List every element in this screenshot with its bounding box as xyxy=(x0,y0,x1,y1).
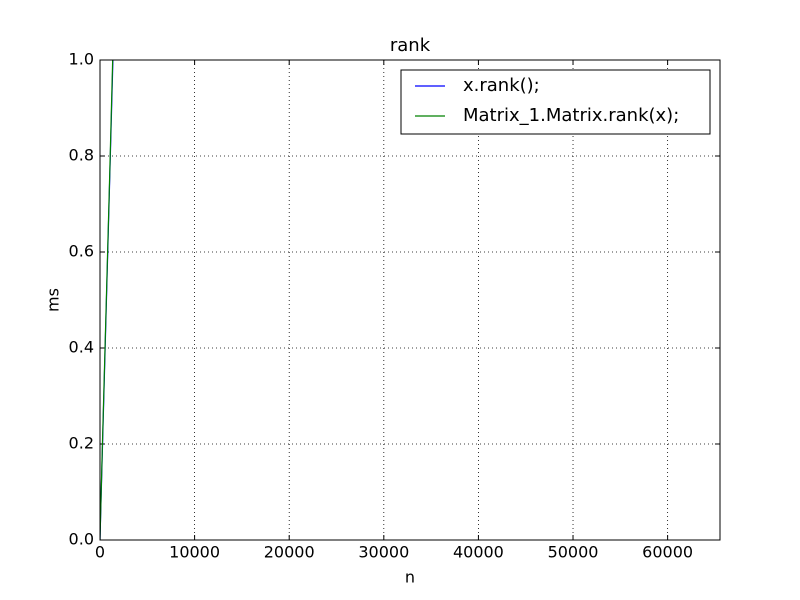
x-tick-label: 60000 xyxy=(642,543,693,562)
legend-label: Matrix_1.Matrix.rank(x); xyxy=(463,105,679,126)
legend-box xyxy=(400,69,711,135)
x-tick-label: 30000 xyxy=(358,543,409,562)
x-tick-label: 0 xyxy=(95,543,105,562)
y-tick-label: 0.0 xyxy=(69,530,94,549)
y-tick-label: 1.0 xyxy=(69,50,94,69)
y-tick-label: 0.4 xyxy=(69,338,94,357)
x-axis-label: n xyxy=(405,568,415,587)
x-tick-label: 40000 xyxy=(453,543,504,562)
plot-frame xyxy=(99,59,721,541)
y-axis-label: ms xyxy=(44,288,63,312)
x-tick-label: 20000 xyxy=(264,543,315,562)
y-tick-label: 0.6 xyxy=(69,242,94,261)
chart-title: rank xyxy=(390,35,431,56)
x-tick-label: 10000 xyxy=(169,543,220,562)
legend-label: x.rank(); xyxy=(463,75,540,96)
x-tick-label: 50000 xyxy=(548,543,599,562)
y-tick-label: 0.2 xyxy=(69,434,94,453)
y-tick-label: 0.8 xyxy=(69,146,94,165)
